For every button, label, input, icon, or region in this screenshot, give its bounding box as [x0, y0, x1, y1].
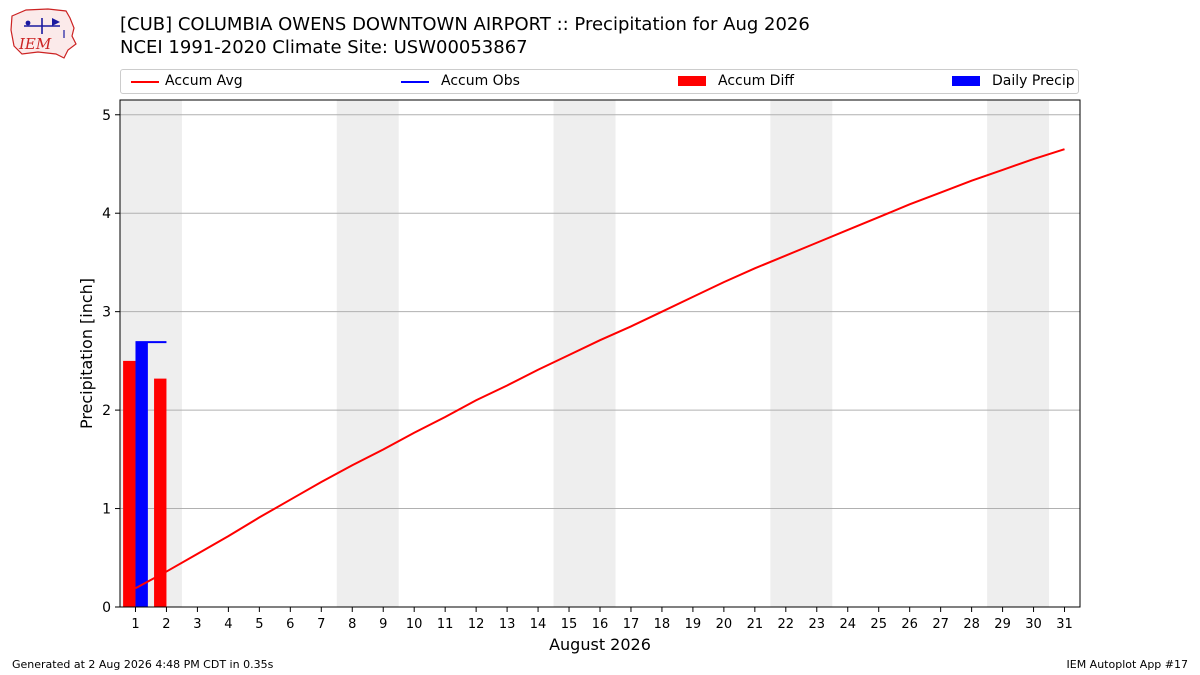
- x-tick-label-21: 21: [747, 617, 764, 632]
- x-tick-label-9: 9: [379, 617, 387, 632]
- legend-label-accum-obs: Accum Obs: [441, 73, 520, 89]
- legend-swatch-accum-avg: [131, 81, 159, 83]
- y-tick-label-2: 2: [102, 403, 111, 419]
- x-tick-label-10: 10: [406, 617, 423, 632]
- x-axis-label: August 2026: [549, 635, 651, 654]
- legend: Accum Avg Accum Obs Accum Diff Daily Pre…: [120, 69, 1079, 94]
- x-tick-label-15: 15: [561, 617, 578, 632]
- app-credit: IEM Autoplot App #17: [1066, 658, 1189, 671]
- x-tick-label-18: 18: [654, 617, 671, 632]
- weekend-shade-2: [336, 100, 399, 607]
- x-tick-label-28: 28: [963, 617, 980, 632]
- legend-swatch-accum-diff: [678, 76, 706, 86]
- x-tick-label-23: 23: [809, 617, 826, 632]
- legend-swatch-accum-obs: [401, 81, 429, 83]
- iem-logo: IEM: [10, 8, 77, 59]
- x-tick-label-19: 19: [685, 617, 702, 632]
- y-tick-label-3: 3: [102, 305, 111, 321]
- y-tick-label-4: 4: [102, 206, 111, 222]
- x-tick-label-4: 4: [224, 617, 232, 632]
- x-tick-label-6: 6: [286, 617, 294, 632]
- x-tick-label-7: 7: [317, 617, 325, 632]
- weekend-shade-5: [987, 100, 1050, 607]
- legend-swatch-daily-precip: [952, 76, 980, 86]
- y-axis-label: Precipitation [inch]: [77, 278, 96, 429]
- accum-avg-line: [135, 148, 1065, 590]
- x-tick-label-27: 27: [932, 617, 949, 632]
- y-tick-label-1: 1: [102, 502, 111, 518]
- logo-text: IEM: [18, 35, 52, 53]
- chart-title: [CUB] COLUMBIA OWENS DOWNTOWN AIRPORT ::…: [120, 13, 810, 59]
- x-tick-label-3: 3: [193, 617, 201, 632]
- x-tick-label-5: 5: [255, 617, 263, 632]
- x-tick-label-1: 1: [131, 617, 139, 632]
- x-tick-label-14: 14: [530, 617, 547, 632]
- weekend-shade-3: [553, 100, 616, 607]
- legend-label-accum-diff: Accum Diff: [718, 73, 795, 89]
- x-tick-label-8: 8: [348, 617, 356, 632]
- legend-label-accum-avg: Accum Avg: [165, 73, 243, 89]
- x-tick-label-2: 2: [162, 617, 170, 632]
- x-tick-label-20: 20: [716, 617, 733, 632]
- accum-diff-bar-2: [154, 378, 167, 607]
- y-tick-label-0: 0: [102, 600, 111, 616]
- y-tick-label-5: 5: [102, 108, 111, 124]
- x-tick-label-17: 17: [623, 617, 640, 632]
- generated-timestamp: Generated at 2 Aug 2026 4:48 PM CDT in 0…: [12, 658, 274, 671]
- x-tick-label-29: 29: [994, 617, 1011, 632]
- x-tick-label-26: 26: [901, 617, 918, 632]
- title-line-1: [CUB] COLUMBIA OWENS DOWNTOWN AIRPORT ::…: [120, 14, 810, 35]
- x-tick-label-22: 22: [778, 617, 795, 632]
- accum-diff-bar-1: [123, 360, 136, 607]
- x-tick-label-31: 31: [1056, 617, 1073, 632]
- x-tick-label-30: 30: [1025, 617, 1042, 632]
- x-tick-label-24: 24: [839, 617, 856, 632]
- x-tick-label-11: 11: [437, 617, 454, 632]
- title-line-2: NCEI 1991-2020 Climate Site: USW00053867: [120, 37, 528, 58]
- weekend-shade-4: [770, 100, 833, 607]
- legend-label-daily-precip: Daily Precip: [992, 73, 1075, 89]
- daily-precip-bar-1: [135, 342, 148, 607]
- x-tick-label-25: 25: [870, 617, 887, 632]
- x-tick-label-13: 13: [499, 617, 516, 632]
- x-tick-label-12: 12: [468, 617, 485, 632]
- plot-frame: [119, 99, 1081, 608]
- x-tick-label-16: 16: [592, 617, 609, 632]
